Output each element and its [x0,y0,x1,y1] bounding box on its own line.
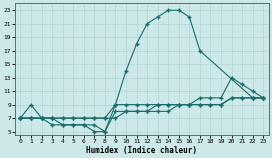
X-axis label: Humidex (Indice chaleur): Humidex (Indice chaleur) [86,146,197,155]
